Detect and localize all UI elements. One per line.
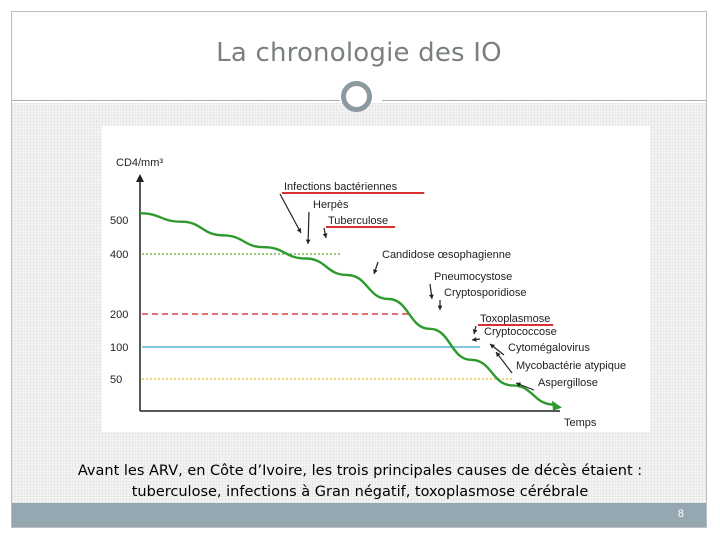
annotation-arrowhead-9: [496, 352, 501, 357]
annotation-label-2: Tuberculose: [328, 215, 388, 227]
annotation-label-9: Mycobactérie atypique: [516, 360, 626, 372]
y-axis-label: CD4/mm³: [116, 157, 163, 169]
title-divider-left: [12, 100, 340, 101]
title-divider-right: [382, 100, 706, 101]
y-tick-label-50: 50: [110, 374, 122, 386]
y-tick-label-200: 200: [110, 309, 128, 321]
annotation-arrowhead-2: [322, 233, 328, 238]
title-circle-ornament: [341, 81, 372, 112]
annotation-arrowhead-7: [472, 337, 477, 342]
annotation-arrowhead-8: [490, 344, 495, 349]
page-number: 8: [677, 508, 684, 520]
footer-bar: 8: [12, 503, 706, 527]
annotation-label-10: Aspergillose: [538, 377, 598, 389]
annotation-label-6: Toxoplasmose: [480, 313, 550, 325]
annotation-label-7: Cryptococcose: [484, 326, 557, 338]
cd4-timeline-chart: CD4/mm³ 500 400 200 100 50 Temps Infections bac…: [110, 157, 626, 429]
annotation-label-3: Candidose œsophagienne: [382, 249, 511, 261]
annotation-arrow-0: [279, 193, 302, 234]
annotation-label-5: Cryptosporidiose: [444, 287, 527, 299]
slide-title: La chronologie des IO: [216, 38, 502, 68]
annotation-arrowhead-0: [296, 228, 302, 233]
annotation-label-0: Infections bactériennes: [284, 181, 398, 193]
annotation-arrow-1: [307, 211, 310, 245]
y-axis-arrowhead: [136, 174, 144, 182]
annotation-arrowhead-6: [472, 329, 478, 334]
annotation-arrowhead-1: [305, 239, 311, 244]
annotation-arrowhead-5: [437, 305, 443, 310]
chart-panel: [102, 126, 650, 432]
cd4-decline-curve: [139, 212, 555, 406]
annotation-arrowhead-4: [429, 294, 434, 299]
annotation-label-4: Pneumocystose: [434, 271, 512, 283]
annotation-label-1: Herpès: [313, 199, 349, 211]
annotation-arrow-9: [495, 351, 513, 374]
annotation-arrowhead-3: [373, 269, 378, 274]
y-tick-label-400: 400: [110, 249, 128, 261]
caption-line-1: Avant les ARV, en Côte d’Ivoire, les tro…: [77, 463, 643, 479]
y-tick-label-500: 500: [110, 215, 128, 227]
annotation-arrowhead-10: [516, 382, 521, 387]
x-axis-label: Temps: [564, 417, 597, 429]
curve-arrowhead: [552, 400, 562, 411]
slide-caption: Avant les ARV, en Côte d’Ivoire, les tro…: [40, 461, 680, 503]
annotation-label-8: Cytomégalovirus: [508, 342, 590, 354]
caption-line-2: tuberculose, infections à Gran négatif, …: [131, 484, 589, 500]
y-tick-label-100: 100: [110, 342, 128, 354]
